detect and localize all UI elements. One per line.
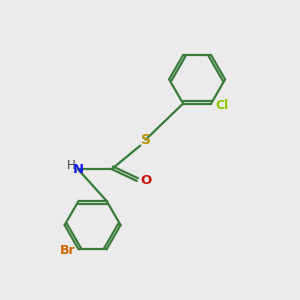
- Text: O: O: [141, 174, 152, 188]
- Text: S: S: [141, 133, 151, 147]
- Text: Br: Br: [60, 244, 76, 257]
- Text: N: N: [72, 163, 83, 176]
- Text: H: H: [67, 159, 76, 172]
- Text: Cl: Cl: [215, 98, 229, 112]
